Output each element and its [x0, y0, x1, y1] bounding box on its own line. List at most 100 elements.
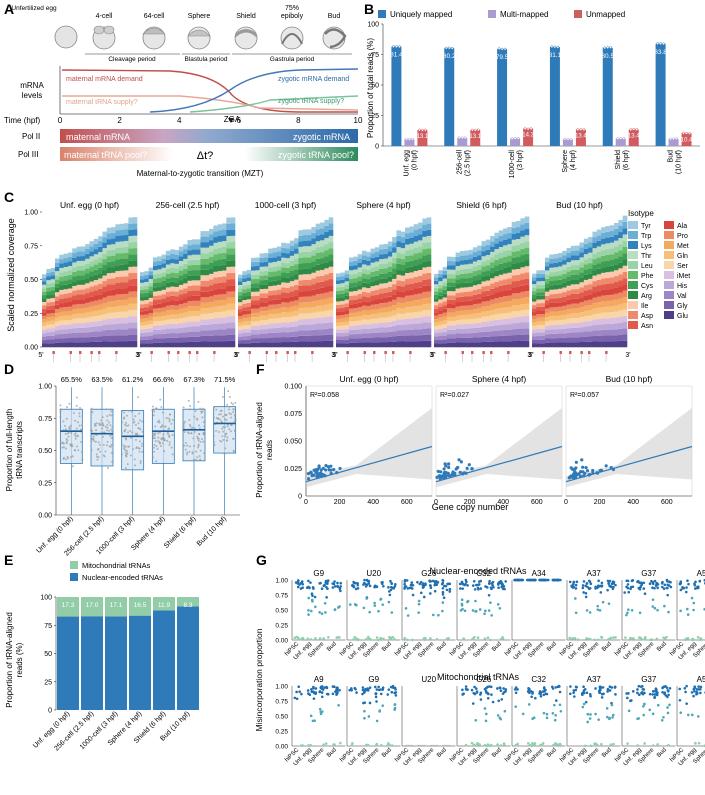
d-point: [76, 435, 79, 438]
c-area-segment: [85, 332, 90, 338]
c-site-marker: [588, 351, 591, 354]
b-bar: [602, 47, 613, 146]
c-area-segment: [592, 292, 598, 298]
c-area-segment: [383, 307, 389, 313]
c-area-segment: [336, 294, 341, 298]
b-point: [629, 128, 633, 131]
c-area-segment: [396, 335, 402, 342]
g-point: [596, 608, 600, 611]
c-area-segment: [387, 301, 393, 307]
c-area-segment: [413, 230, 419, 236]
c-area-segment: [618, 274, 623, 281]
c-area-segment: [549, 302, 554, 308]
c-area-segment: [532, 333, 537, 337]
d-point: [78, 424, 81, 427]
c-area-segment: [383, 297, 389, 303]
c-area-segment: [115, 341, 121, 347]
c-area-segment: [170, 277, 175, 282]
c-area-segment: [132, 291, 138, 298]
g-point: [354, 587, 358, 591]
c-area-segment: [413, 224, 419, 231]
g-point: [460, 598, 464, 601]
c-area-segment: [566, 257, 572, 263]
c-area-segment: [311, 329, 317, 336]
d-point: [139, 461, 142, 464]
c-area-segment: [144, 307, 149, 311]
c-area-segment: [128, 322, 133, 329]
c-area-segment: [217, 259, 223, 266]
c-area-segment: [477, 298, 482, 304]
g-point: [642, 688, 646, 691]
c-area-segment: [434, 326, 439, 330]
c-area-segment: [336, 318, 341, 323]
g-point: [474, 583, 478, 587]
c-area-segment: [311, 312, 317, 319]
g-point: [612, 636, 615, 639]
c-area-segment: [132, 309, 138, 317]
c-area-segment: [191, 305, 197, 312]
e-bar-label: 17.0: [86, 602, 99, 609]
c-area-segment: [570, 337, 576, 343]
c-area-segment: [263, 306, 269, 312]
d-point: [78, 415, 81, 418]
c-area-segment: [119, 259, 125, 265]
c-area-segment: [242, 336, 247, 340]
c-area-segment: [50, 294, 56, 299]
c-area-segment: [102, 292, 108, 298]
c-area-segment: [348, 334, 354, 339]
c-area-segment: [54, 313, 60, 318]
e-ytick-label: 50: [44, 651, 52, 658]
c-area-segment: [601, 261, 606, 268]
d-point: [66, 439, 69, 442]
g-point: [295, 690, 298, 694]
c-area-segment: [204, 313, 210, 320]
c-area-segment: [511, 233, 517, 240]
d-point: [80, 441, 83, 444]
maternal-trna-curve: [62, 95, 359, 111]
maternal-trna-label: maternal tRNA supply?: [66, 99, 138, 106]
g-point: [598, 609, 602, 612]
f-point: [323, 474, 327, 478]
c-area-segment: [413, 241, 419, 248]
time-tick-label: 8: [296, 116, 301, 125]
c-area-segment: [366, 251, 371, 257]
c-area-segment: [468, 268, 474, 273]
c-area-segment: [324, 286, 329, 293]
c-area-segment: [540, 273, 546, 278]
g-point: [639, 585, 643, 588]
d-point: [201, 410, 204, 413]
c-area-segment: [459, 333, 465, 338]
c-area-segment: [196, 316, 201, 322]
c-area-segment: [503, 262, 508, 268]
g-point: [679, 609, 682, 613]
c-area-segment: [72, 304, 77, 310]
c-area-segment: [396, 280, 402, 286]
d-point: [126, 431, 129, 434]
c-area-segment: [124, 258, 129, 265]
g-point: [637, 693, 641, 696]
c-area-segment: [524, 291, 530, 298]
c-area-segment: [50, 309, 56, 314]
d-point: [151, 405, 154, 408]
g-point: [472, 743, 476, 747]
c-area-segment: [217, 329, 223, 336]
g-point: [390, 582, 394, 585]
d-point: [153, 432, 156, 435]
c-area-segment: [161, 298, 167, 303]
g-point: [534, 696, 537, 700]
c-area-segment: [93, 238, 99, 244]
c-legend-label: iMet: [677, 273, 690, 280]
c-area-segment: [455, 257, 461, 262]
e-ytick-label: 100: [40, 595, 52, 602]
c-area-segment: [161, 276, 167, 281]
c-area-segment: [605, 243, 611, 250]
c-area-segment: [570, 289, 576, 295]
g-point: [651, 586, 654, 590]
c-area-segment: [446, 256, 452, 261]
c-area-segment: [285, 253, 291, 259]
d-point: [152, 432, 155, 435]
c-area-segment: [503, 228, 508, 235]
c-area-segment: [622, 296, 628, 304]
c-area-segment: [165, 301, 171, 306]
b-category-label: (0 hpf): [411, 150, 418, 170]
